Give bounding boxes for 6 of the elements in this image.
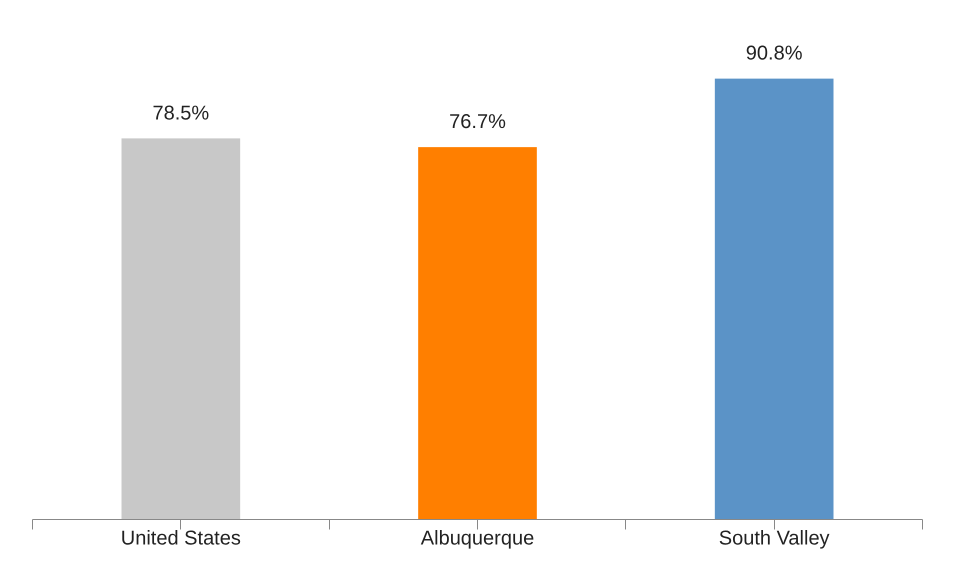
x-tick-label: United States: [120, 528, 241, 550]
data-label: 90.8%: [746, 42, 803, 65]
x-tick-label: Albuquerque: [420, 528, 534, 550]
data-label: 76.7%: [449, 111, 506, 134]
x-tick-label: South Valley: [718, 528, 830, 550]
data-label: 78.5%: [152, 102, 210, 124]
